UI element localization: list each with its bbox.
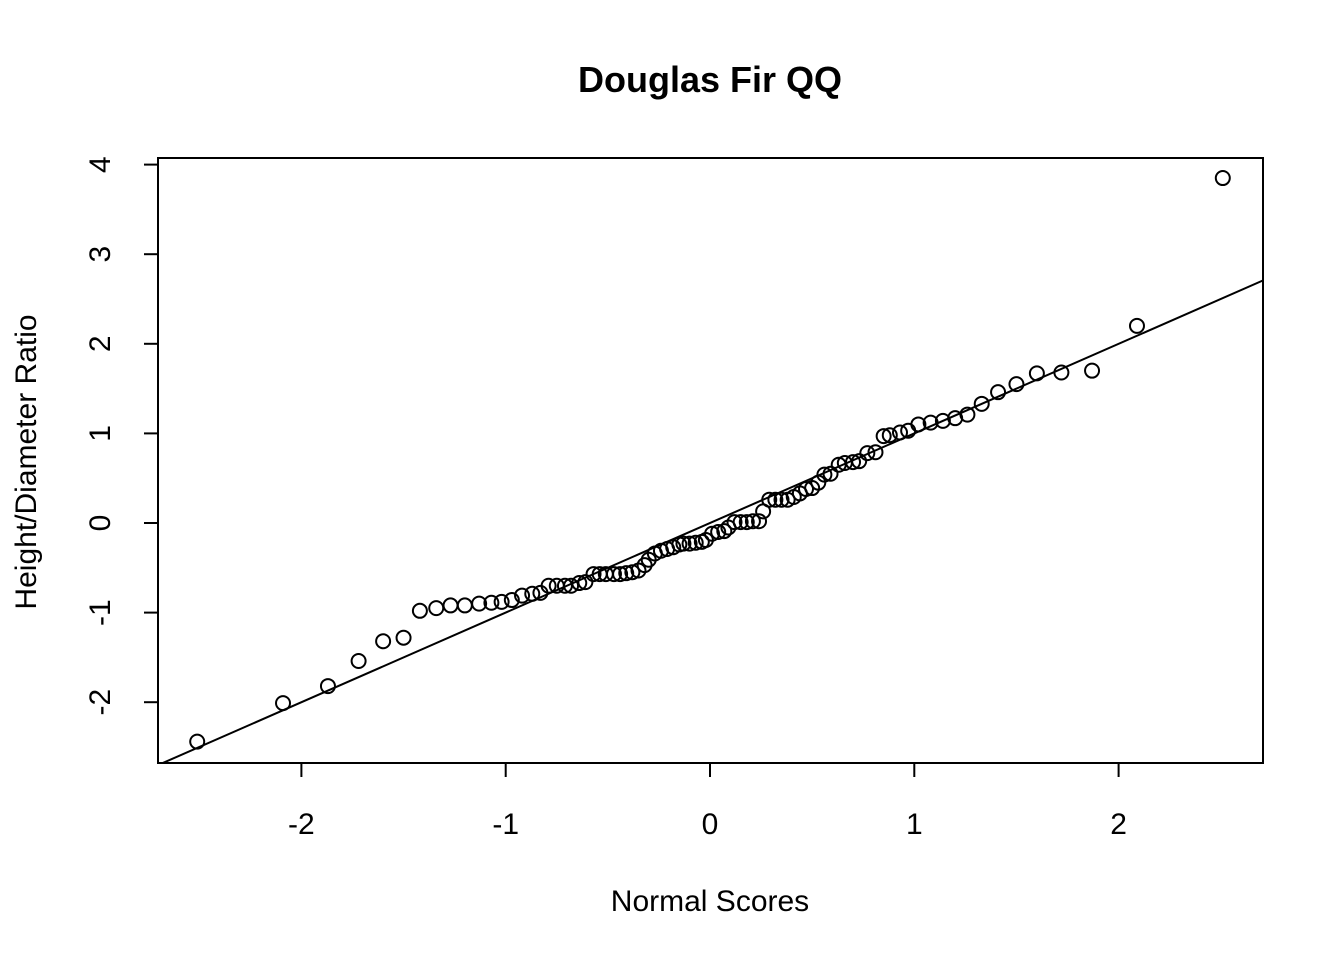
qq-reference-line xyxy=(160,279,1263,763)
data-point xyxy=(503,592,520,609)
x-axis-label: Normal Scores xyxy=(611,885,809,918)
data-point xyxy=(751,513,768,530)
x-tick-label: -1 xyxy=(492,808,519,841)
data-point xyxy=(687,534,704,551)
data-point xyxy=(881,427,898,444)
data-point xyxy=(845,454,862,471)
x-tick-label: 0 xyxy=(702,808,719,841)
data-point xyxy=(471,595,488,612)
data-point xyxy=(973,395,990,412)
data-point xyxy=(350,652,367,669)
data-point xyxy=(428,600,445,617)
data-point xyxy=(1128,317,1145,334)
data-point xyxy=(738,514,755,531)
data-point xyxy=(1084,362,1101,379)
data-point xyxy=(493,593,510,610)
data-point xyxy=(704,525,721,542)
data-point xyxy=(934,412,951,429)
x-tick-label: 1 xyxy=(906,808,923,841)
data-point xyxy=(442,597,459,614)
y-tick-label: 3 xyxy=(84,246,117,263)
data-point xyxy=(514,587,531,604)
data-point xyxy=(816,466,833,483)
data-point xyxy=(456,597,473,614)
data-point xyxy=(959,406,976,423)
y-tick-label: 2 xyxy=(84,335,117,352)
y-tick-label: 0 xyxy=(84,515,117,532)
data-point xyxy=(822,465,839,482)
chart-title: Douglas Fir QQ xyxy=(578,59,842,100)
data-point xyxy=(1053,364,1070,381)
data-point xyxy=(732,514,749,531)
data-point xyxy=(710,523,727,540)
x-tick-label: -2 xyxy=(288,808,315,841)
data-point xyxy=(922,414,939,431)
data-point xyxy=(540,577,557,594)
data-point xyxy=(798,480,815,497)
data-point xyxy=(618,565,635,582)
y-axis-label: Height/Diameter Ratio xyxy=(10,314,43,609)
plot-frame xyxy=(157,157,1264,764)
data-point xyxy=(275,695,292,712)
data-point xyxy=(990,384,1007,401)
data-point xyxy=(767,491,784,508)
data-point xyxy=(716,523,733,540)
data-point xyxy=(1008,376,1025,393)
data-point xyxy=(411,602,428,619)
data-point xyxy=(189,733,206,750)
data-point xyxy=(773,491,790,508)
y-tick-label: -1 xyxy=(84,599,117,626)
data-point xyxy=(726,514,743,531)
y-axis: -2 -1 0 1 2 3 4 xyxy=(84,156,159,716)
data-point xyxy=(675,535,692,552)
data-points xyxy=(189,170,1231,750)
data-point xyxy=(524,585,541,602)
data-point xyxy=(319,678,336,695)
data-point xyxy=(375,633,392,650)
y-tick-label: -2 xyxy=(84,689,117,716)
x-tick-label: 2 xyxy=(1110,808,1127,841)
data-point xyxy=(681,535,698,552)
y-tick-label: 1 xyxy=(84,425,117,442)
data-point xyxy=(585,566,602,583)
data-point xyxy=(624,564,641,581)
data-point xyxy=(612,566,629,583)
data-point xyxy=(483,594,500,611)
data-point xyxy=(1028,365,1045,382)
data-point xyxy=(910,416,927,433)
data-point xyxy=(867,444,884,461)
y-tick-label: 4 xyxy=(84,156,117,173)
data-point xyxy=(563,577,580,594)
data-point xyxy=(395,629,412,646)
data-point xyxy=(577,574,594,591)
reference-line-group xyxy=(160,279,1263,763)
data-point xyxy=(875,428,892,445)
data-point xyxy=(605,566,622,583)
data-point xyxy=(761,491,778,508)
data-point xyxy=(571,575,588,592)
data-point xyxy=(859,445,876,462)
data-point xyxy=(1214,170,1231,187)
x-axis: -2 -1 0 1 2 xyxy=(288,762,1127,841)
data-point xyxy=(851,453,868,470)
data-point xyxy=(744,513,761,530)
data-point xyxy=(891,424,908,441)
